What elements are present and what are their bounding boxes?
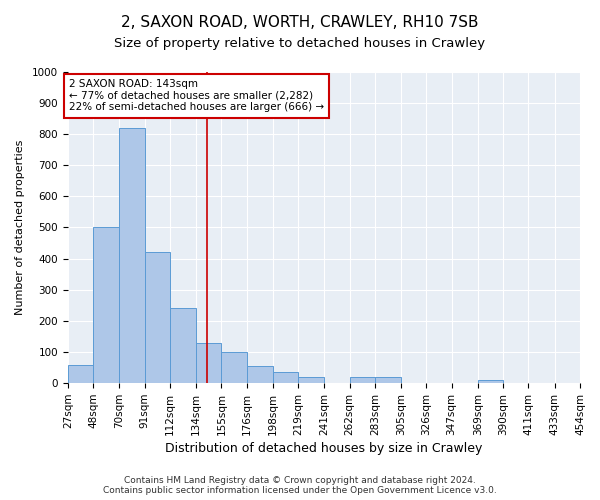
- X-axis label: Distribution of detached houses by size in Crawley: Distribution of detached houses by size …: [165, 442, 482, 455]
- Bar: [298, 377, 325, 383]
- Bar: [119, 128, 145, 383]
- Bar: [221, 352, 247, 383]
- Text: Size of property relative to detached houses in Crawley: Size of property relative to detached ho…: [115, 38, 485, 51]
- Bar: [196, 342, 221, 383]
- Y-axis label: Number of detached properties: Number of detached properties: [15, 140, 25, 315]
- Text: Contains HM Land Registry data © Crown copyright and database right 2024.
Contai: Contains HM Land Registry data © Crown c…: [103, 476, 497, 495]
- Bar: [478, 380, 503, 383]
- Text: 2, SAXON ROAD, WORTH, CRAWLEY, RH10 7SB: 2, SAXON ROAD, WORTH, CRAWLEY, RH10 7SB: [121, 15, 479, 30]
- Bar: [350, 377, 375, 383]
- Text: 2 SAXON ROAD: 143sqm
← 77% of detached houses are smaller (2,282)
22% of semi-de: 2 SAXON ROAD: 143sqm ← 77% of detached h…: [69, 80, 324, 112]
- Bar: [93, 228, 119, 383]
- Bar: [145, 252, 170, 383]
- Bar: [247, 366, 273, 383]
- Bar: [68, 364, 93, 383]
- Bar: [170, 308, 196, 383]
- Bar: [273, 372, 298, 383]
- Bar: [375, 377, 401, 383]
